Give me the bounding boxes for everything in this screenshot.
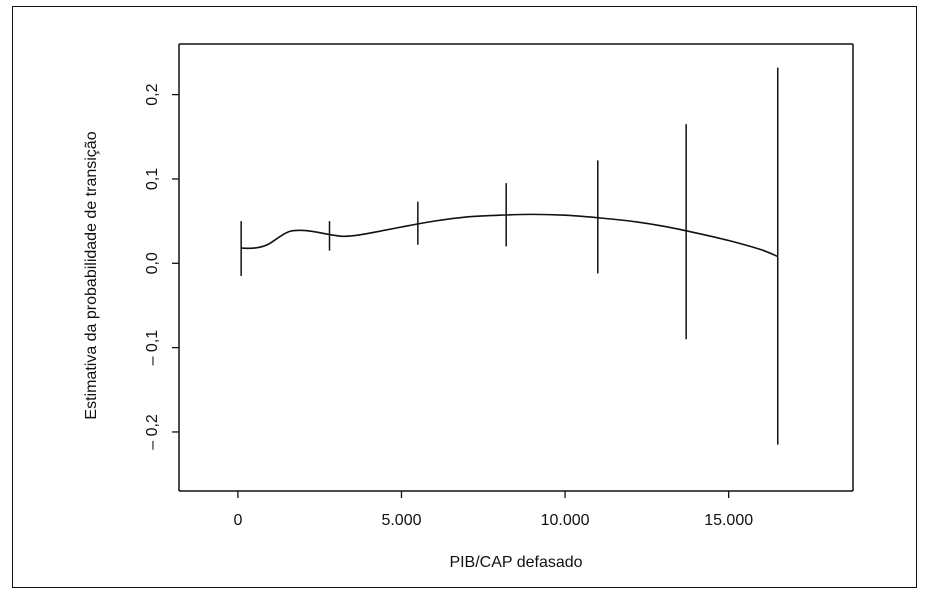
x-tick-label: 15.000 xyxy=(704,512,753,529)
chart-axes xyxy=(178,43,854,492)
axis-ticks: 0 5.000 10.000 15.000 – 0,2 – 0,1 0,0 0,1 0,2 xyxy=(144,83,753,529)
y-axis-title: Estimativa da probabilidade de transição xyxy=(83,131,100,419)
x-tick-label: 5.000 xyxy=(381,512,421,529)
x-tick-label: 10.000 xyxy=(541,512,590,529)
y-tick-label: 0,2 xyxy=(144,83,161,105)
x-tick-label: 0 xyxy=(233,512,242,529)
y-tick-label: 0,1 xyxy=(144,168,161,190)
chart-frame xyxy=(12,6,917,588)
series-line xyxy=(241,213,779,258)
y-tick-label: – 0,2 xyxy=(144,414,161,450)
x-axis-title: PIB/CAP defasado xyxy=(449,554,582,571)
error-bars xyxy=(240,67,779,445)
y-tick-label: – 0,1 xyxy=(144,330,161,366)
y-tick-label: 0,0 xyxy=(144,252,161,274)
